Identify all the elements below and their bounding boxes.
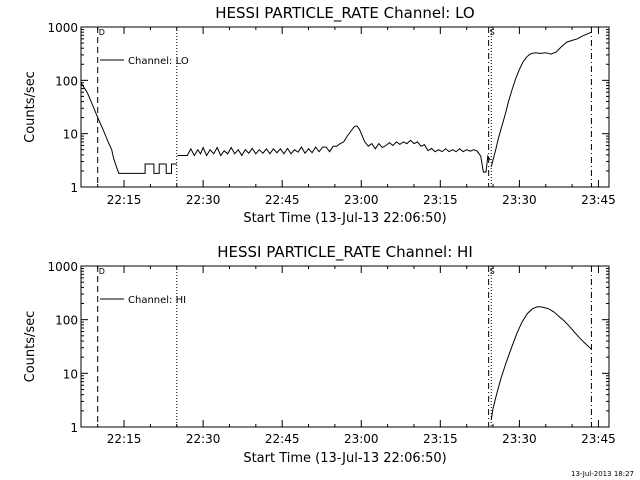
event-marker-label: D (99, 267, 105, 276)
chart-title: HESSI PARTICLE_RATE Channel: HI (217, 243, 473, 262)
x-axis-label: Start Time (13-Jul-13 22:06:50) (243, 451, 446, 466)
x-tick-label: 22:30 (186, 193, 221, 207)
legend-entry: Channel: LO (128, 56, 189, 67)
y-tick-label: 100 (55, 314, 78, 328)
y-tick-label: 1000 (47, 260, 78, 274)
series-line (177, 125, 491, 173)
y-tick-label: 10 (63, 367, 78, 381)
chart-title: HESSI PARTICLE_RATE Channel: LO (215, 4, 474, 23)
event-marker-label: D (99, 28, 105, 37)
plot-frame (80, 265, 610, 428)
x-tick-label: 23:15 (423, 432, 458, 446)
x-tick-label: 22:15 (107, 193, 142, 207)
x-tick-label: 22:15 (107, 432, 142, 446)
x-axis-label: Start Time (13-Jul-13 22:06:50) (243, 211, 446, 226)
y-tick-label: 1 (70, 421, 78, 435)
event-marker-label: S (490, 28, 495, 37)
y-tick-label: 1 (70, 181, 78, 195)
x-tick-label: 23:00 (344, 193, 379, 207)
chart-panel-lo: HESSI PARTICLE_RATE Channel: LO 1 10 100 100… (23, 4, 616, 226)
legend-entry: Channel: HI (128, 295, 186, 306)
x-tick-label: 23:15 (423, 193, 458, 207)
x-tick-label: 23:45 (581, 193, 616, 207)
y-tick-label: 100 (55, 74, 78, 88)
x-tick-label: 23:30 (502, 432, 537, 446)
series-line (490, 31, 592, 167)
series-line (490, 306, 592, 420)
y-tick-label: 1000 (47, 21, 78, 35)
chart-panel-hi: HESSI PARTICLE_RATE Channel: HI 1 10 100 100… (23, 243, 616, 466)
plot-timestamp: 13-Jul-2013 18:27 (570, 470, 634, 478)
y-axis-label: Counts/sec (23, 311, 38, 383)
plot-frame (80, 26, 610, 188)
x-tick-label: 22:45 (265, 193, 300, 207)
x-tick-label: 23:30 (502, 193, 537, 207)
x-tick-label: 23:00 (344, 432, 379, 446)
y-axis-label: Counts/sec (23, 71, 38, 143)
y-tick-label: 10 (63, 128, 78, 142)
x-tick-label: 22:45 (265, 432, 300, 446)
x-tick-label: 23:45 (581, 432, 616, 446)
x-tick-label: 22:30 (186, 432, 221, 446)
event-marker-label: S (490, 267, 495, 276)
series-line (81, 82, 177, 174)
